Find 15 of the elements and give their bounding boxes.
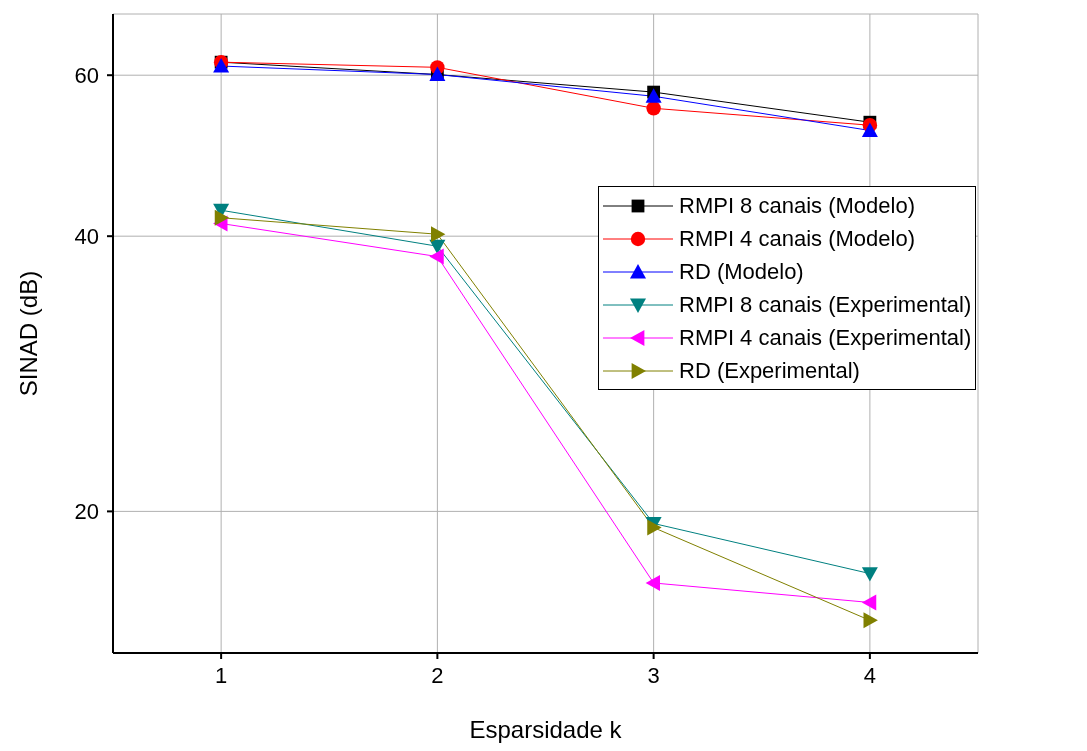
legend-label: RD (Modelo)	[679, 258, 804, 285]
legend-label: RD (Experimental)	[679, 357, 860, 384]
y-tick-label: 60	[74, 63, 99, 89]
y-axis-title: SINAD (dB)	[14, 270, 42, 397]
x-axis-title: Esparsidade k	[469, 716, 623, 743]
x-tick-label: 3	[647, 662, 660, 688]
x-tick-label: 4	[863, 662, 876, 688]
x-tick-label: 2	[431, 662, 444, 688]
legend-label: RMPI 4 canais (Experimental)	[679, 324, 972, 351]
legend-label: RMPI 8 canais (Modelo)	[679, 192, 915, 219]
x-tick-label: 1	[215, 662, 228, 688]
y-tick-label: 40	[74, 224, 99, 249]
y-tick-label: 20	[74, 499, 99, 525]
legend-label: RMPI 4 canais (Modelo)	[679, 225, 915, 252]
legend-label: RMPI 8 canais (Experimental)	[679, 291, 972, 318]
